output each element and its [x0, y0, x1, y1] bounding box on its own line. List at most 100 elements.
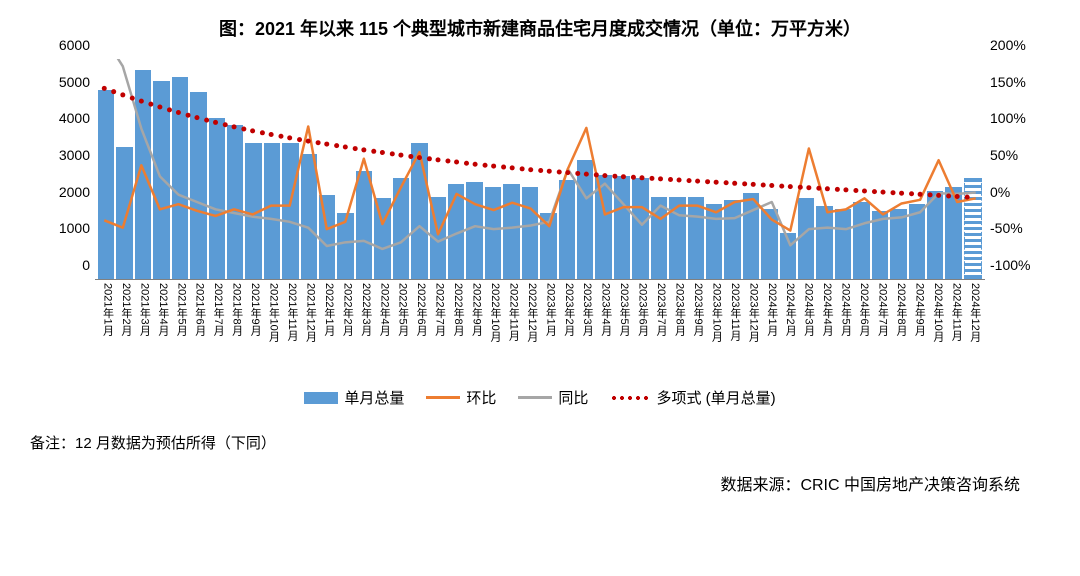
- bar-44: [909, 204, 925, 279]
- x-label: 2021年2月: [115, 281, 133, 371]
- x-label: 2021年4月: [152, 281, 170, 371]
- bar-4: [172, 77, 188, 279]
- x-label: 2022年6月: [411, 281, 429, 371]
- x-label: 2021年7月: [208, 281, 226, 371]
- x-label: 2022年2月: [337, 281, 355, 371]
- bar-20: [466, 182, 482, 279]
- bar-7: [227, 125, 243, 279]
- line-swatch-icon: [518, 396, 552, 399]
- x-label: 2021年1月: [97, 281, 115, 371]
- x-label: 2021年9月: [245, 281, 263, 371]
- bar-32: [688, 197, 704, 280]
- bar-19: [448, 184, 464, 279]
- x-label: 2022年12月: [521, 281, 539, 371]
- x-label: 2023年8月: [669, 281, 687, 371]
- bar-swatch-icon: [304, 392, 338, 404]
- legend-trend: 多项式 (单月总量): [610, 387, 775, 408]
- bar-11: [301, 154, 317, 279]
- legend-mom-label: 环比: [466, 387, 496, 408]
- bar-16: [393, 178, 409, 279]
- bar-23: [522, 187, 538, 279]
- bar-38: [798, 198, 814, 279]
- bar-31: [669, 197, 685, 280]
- bar-3: [153, 81, 169, 279]
- x-label: 2024年8月: [890, 281, 908, 371]
- bar-35: [743, 193, 759, 279]
- bar-41: [853, 202, 869, 279]
- x-label: 2023年5月: [614, 281, 632, 371]
- bar-21: [485, 187, 501, 279]
- x-label: 2023年9月: [688, 281, 706, 371]
- bar-12: [319, 195, 335, 279]
- legend: 单月总量 环比 同比 多项式 (单月总量): [30, 387, 1050, 408]
- bar-1: [116, 147, 132, 279]
- x-label: 2023年3月: [577, 281, 595, 371]
- bar-46: [945, 187, 961, 279]
- bar-8: [245, 143, 261, 279]
- x-label: 2022年4月: [374, 281, 392, 371]
- bar-34: [724, 200, 740, 279]
- bar-39: [816, 206, 832, 279]
- bar-6: [209, 118, 225, 279]
- bar-45: [927, 191, 943, 279]
- bar-24: [540, 213, 556, 279]
- x-label: 2024年9月: [909, 281, 927, 371]
- bars-layer: [95, 59, 985, 279]
- bar-15: [374, 198, 390, 279]
- x-label: 2023年2月: [558, 281, 576, 371]
- legend-trend-label: 多项式 (单月总量): [656, 387, 775, 408]
- chart-container: 0100020003000400050006000 -100%-50%0%50%…: [40, 59, 1040, 369]
- x-label: 2021年10月: [263, 281, 281, 371]
- legend-yoy-label: 同比: [558, 387, 588, 408]
- bar-9: [264, 143, 280, 279]
- y-axis-left: 0100020003000400050006000: [40, 59, 90, 279]
- x-label: 2022年5月: [392, 281, 410, 371]
- dots-swatch-icon: [610, 396, 650, 400]
- x-label: 2021年12月: [300, 281, 318, 371]
- bar-10: [282, 143, 298, 279]
- line-swatch-icon: [426, 396, 460, 399]
- x-label: 2022年10月: [485, 281, 503, 371]
- bar-40: [835, 209, 851, 279]
- x-label: 2021年8月: [226, 281, 244, 371]
- x-label: 2022年8月: [448, 281, 466, 371]
- x-label: 2021年6月: [189, 281, 207, 371]
- bar-2: [135, 70, 151, 279]
- data-source: 数据来源：CRIC 中国房地产决策咨询系统: [30, 471, 1050, 495]
- bar-30: [651, 197, 667, 280]
- bar-0: [98, 90, 114, 279]
- bar-25: [559, 180, 575, 279]
- bar-47: [964, 178, 982, 279]
- x-label: 2023年4月: [595, 281, 613, 371]
- x-label: 2023年6月: [632, 281, 650, 371]
- bar-13: [337, 213, 353, 279]
- x-axis-labels: 2021年1月2021年2月2021年3月2021年4月2021年5月2021年…: [95, 281, 985, 371]
- x-label: 2022年1月: [318, 281, 336, 371]
- bar-26: [577, 160, 593, 279]
- x-label: 2024年5月: [835, 281, 853, 371]
- bar-43: [890, 209, 906, 279]
- x-label: 2023年1月: [540, 281, 558, 371]
- bar-36: [761, 209, 777, 279]
- x-label: 2024年11月: [946, 281, 964, 371]
- x-label: 2022年11月: [503, 281, 521, 371]
- bar-42: [872, 211, 888, 279]
- bar-37: [780, 233, 796, 279]
- legend-mom: 环比: [426, 387, 496, 408]
- legend-bar-label: 单月总量: [344, 387, 404, 408]
- x-label: 2024年4月: [817, 281, 835, 371]
- bar-22: [503, 184, 519, 279]
- x-label: 2024年1月: [761, 281, 779, 371]
- bar-14: [356, 171, 372, 279]
- x-label: 2022年7月: [429, 281, 447, 371]
- x-label: 2024年3月: [798, 281, 816, 371]
- x-label: 2023年7月: [651, 281, 669, 371]
- x-label: 2024年7月: [872, 281, 890, 371]
- footnote: 备注：12 月数据为预估所得（下同）: [30, 432, 1050, 453]
- bar-27: [595, 175, 611, 280]
- y-axis-right: -100%-50%0%50%100%150%200%: [990, 59, 1040, 279]
- x-label: 2023年11月: [724, 281, 742, 371]
- x-label: 2023年12月: [743, 281, 761, 371]
- x-label: 2021年11月: [282, 281, 300, 371]
- bar-33: [706, 204, 722, 279]
